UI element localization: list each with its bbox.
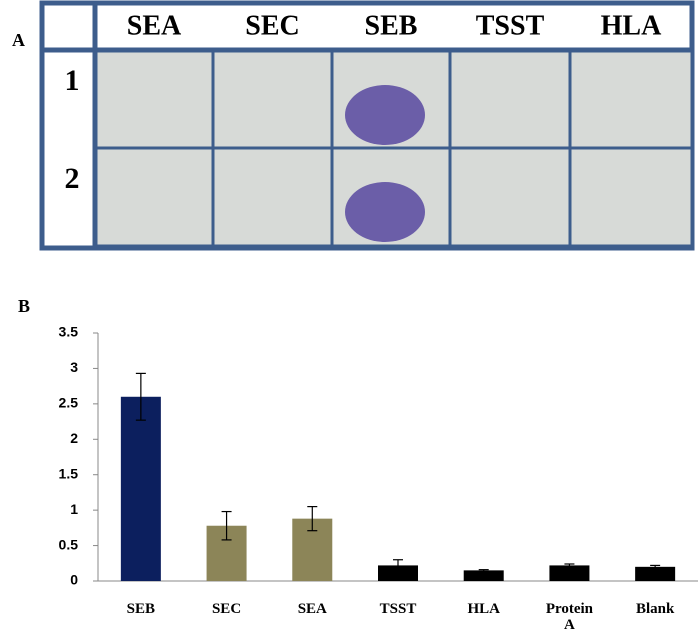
column-label: TSST xyxy=(476,10,545,41)
y-tick-label: 0.5 xyxy=(59,536,79,552)
panel-label: B xyxy=(18,296,30,316)
bar xyxy=(635,566,676,581)
error-bar xyxy=(478,569,489,572)
panel-label: A xyxy=(12,30,25,50)
y-tick-label: 2 xyxy=(70,430,78,446)
blot-cell xyxy=(93,48,215,150)
y-tick-label: 3 xyxy=(70,359,78,375)
y-tick-label: 1.5 xyxy=(59,465,79,481)
y-tick-label: 3.5 xyxy=(59,324,79,340)
x-tick-label: Protein A xyxy=(545,601,594,633)
error-bar xyxy=(307,506,318,532)
bar xyxy=(549,565,590,581)
blot-cell xyxy=(448,146,572,248)
bar xyxy=(463,570,504,581)
blot-cell xyxy=(568,146,694,248)
spot xyxy=(345,85,425,145)
x-tick-label: SEB xyxy=(126,601,156,617)
x-tick-label: TSST xyxy=(379,601,417,617)
x-tick-label: SEC xyxy=(211,601,242,617)
blot-cell xyxy=(93,146,215,248)
y-tick-label: 2.5 xyxy=(59,395,79,411)
row-label: 2 xyxy=(65,162,80,195)
y-tick-label: 0 xyxy=(70,572,78,588)
blot-cell xyxy=(448,48,572,150)
panel-b: B 0 0.5 1 1.5 2 2.5 3 3.5 xyxy=(18,296,698,588)
error-bar xyxy=(135,372,146,421)
column-label: SEA xyxy=(127,10,182,41)
column-label: SEC xyxy=(245,10,299,41)
blot-cell xyxy=(211,48,334,150)
bar xyxy=(378,565,418,581)
error-bar xyxy=(393,559,403,572)
error-bar xyxy=(650,564,661,569)
spot xyxy=(345,182,425,242)
x-tick-label: HLA xyxy=(467,601,500,617)
y-tick-label: 1 xyxy=(70,501,78,517)
bar xyxy=(120,396,161,581)
column-label: HLA xyxy=(601,10,662,41)
error-bar xyxy=(221,510,232,541)
panel-a: A SEA SEC SEB TSST HLA 1 2 xyxy=(12,0,695,251)
error-bar xyxy=(564,563,575,568)
blot-cell xyxy=(211,146,334,248)
row-label: 1 xyxy=(65,64,80,97)
blot-cell xyxy=(568,48,694,150)
column-label: SEB xyxy=(365,10,418,41)
x-tick-label: Blank xyxy=(635,601,675,617)
x-tick-label: SEA xyxy=(297,601,327,617)
